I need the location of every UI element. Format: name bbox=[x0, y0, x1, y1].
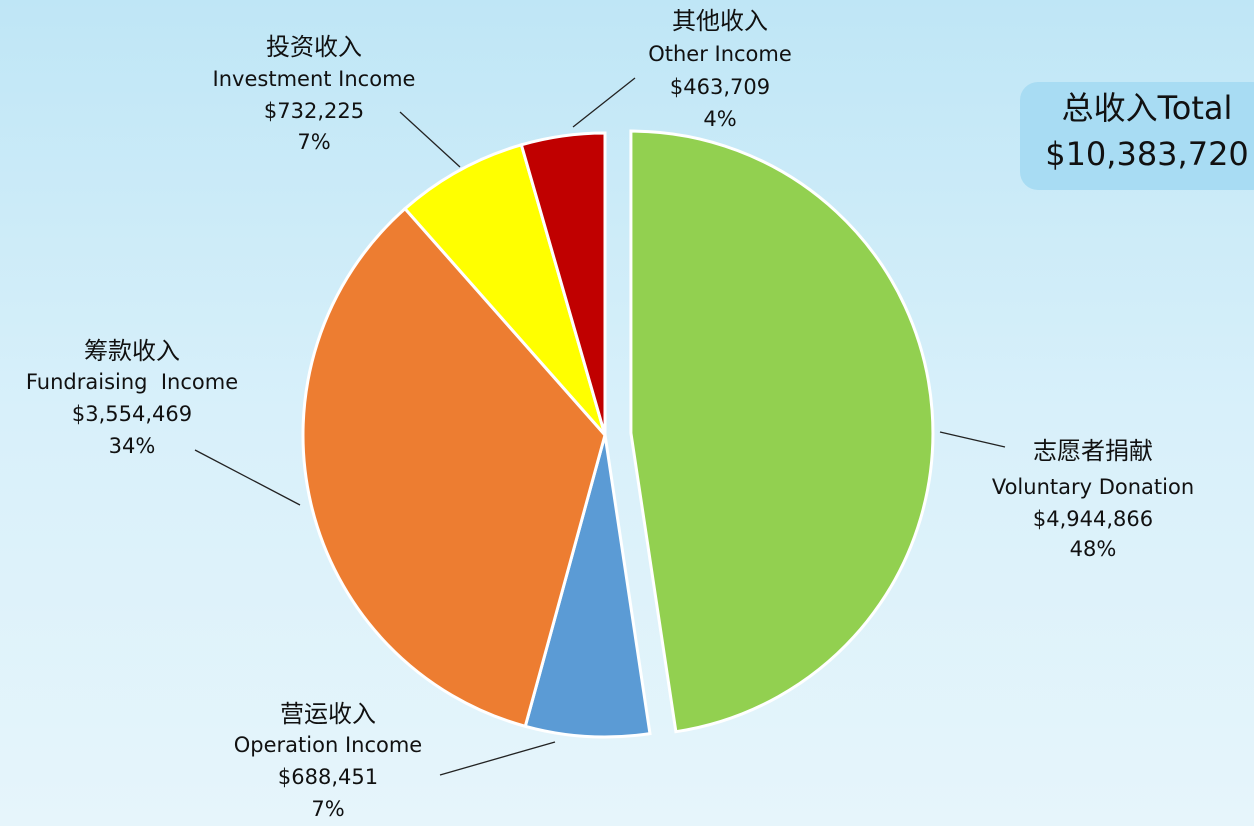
label-en: Investment Income bbox=[213, 67, 416, 91]
total-value: $10,383,720 bbox=[1045, 135, 1249, 173]
label-zh: 其他收入 bbox=[672, 7, 768, 35]
pie-slice bbox=[629, 129, 935, 734]
percent-label: 7% bbox=[311, 797, 344, 821]
label-en: Fundraising Income bbox=[26, 370, 238, 394]
value-label: $732,225 bbox=[264, 99, 364, 123]
percent-label: 34% bbox=[109, 434, 156, 458]
label-zh: 营运收入 bbox=[280, 700, 376, 728]
pie-slice bbox=[523, 434, 652, 739]
leader-line bbox=[399, 111, 461, 168]
label-en: Other Income bbox=[648, 42, 792, 66]
percent-label: 48% bbox=[1070, 537, 1117, 561]
pie-slice bbox=[519, 131, 607, 436]
leader-line bbox=[939, 431, 1006, 448]
value-label: $4,944,866 bbox=[1033, 507, 1153, 531]
percent-label: 7% bbox=[297, 130, 330, 154]
label-zh: 投资收入 bbox=[266, 33, 362, 61]
leader-line bbox=[194, 449, 301, 506]
percent-label: 4% bbox=[703, 107, 736, 131]
total-title: 总收入Total bbox=[1062, 89, 1233, 127]
value-label: $3,554,469 bbox=[72, 402, 192, 426]
label-en: Voluntary Donation bbox=[992, 475, 1194, 499]
label-zh: 志愿者捐献 bbox=[1033, 437, 1153, 465]
value-label: $463,709 bbox=[670, 75, 770, 99]
pie-slice bbox=[402, 142, 607, 436]
leader-line bbox=[572, 77, 636, 128]
value-label: $688,451 bbox=[278, 765, 378, 789]
total-box bbox=[1020, 82, 1254, 190]
label-zh: 筹款收入 bbox=[84, 337, 180, 365]
pie-slice bbox=[301, 206, 607, 729]
leader-line bbox=[439, 741, 556, 776]
label-en: Operation Income bbox=[234, 733, 422, 757]
